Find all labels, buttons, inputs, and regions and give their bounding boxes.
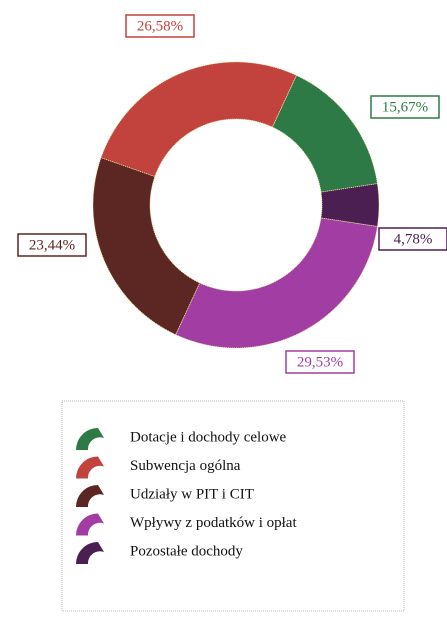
- donut-segment: [92, 157, 201, 336]
- label-box: [285, 350, 355, 374]
- label-box: [17, 233, 87, 257]
- legend-label: Subwencja ogólna: [130, 458, 241, 474]
- legend-label: Wpływy z podatków i opłat: [130, 515, 297, 531]
- legend-label: Udziały w PIT i CIT: [130, 486, 254, 502]
- legend-label: Pozostałe dochody: [130, 543, 243, 559]
- legend-icon: [76, 542, 104, 564]
- legend-icon: [76, 428, 104, 450]
- donut-segment: [175, 217, 378, 349]
- value-label: 15,67%: [382, 99, 428, 115]
- label-box: [370, 95, 440, 119]
- donut-segment: [100, 61, 297, 178]
- value-label: 23,44%: [29, 237, 75, 253]
- legend-icon: [76, 485, 104, 507]
- legend-box: [61, 400, 405, 612]
- legend-icon: [76, 513, 104, 536]
- value-label: 4,78%: [394, 231, 433, 247]
- donut-segment: [320, 183, 380, 227]
- label-box: [378, 227, 447, 251]
- label-box: [125, 14, 195, 38]
- value-label: 29,53%: [297, 354, 343, 370]
- legend-label: Dotacje i dochody celowe: [130, 429, 287, 445]
- value-label: 26,58%: [137, 18, 183, 34]
- legend-icon: [76, 456, 104, 479]
